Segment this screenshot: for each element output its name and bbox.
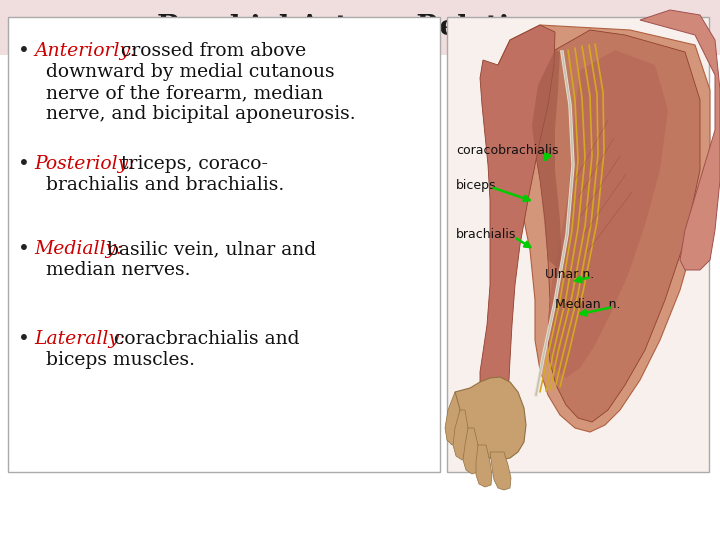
Text: biceps: biceps	[456, 179, 497, 192]
Polygon shape	[476, 445, 492, 487]
Bar	[0, 0, 720, 55]
Text: downward by medial cutanous: downward by medial cutanous	[46, 63, 335, 81]
Text: coracobrachialis: coracobrachialis	[456, 144, 559, 157]
Text: median nerves.: median nerves.	[46, 261, 191, 279]
Polygon shape	[548, 50, 668, 378]
Text: •: •	[18, 330, 30, 349]
Text: crossed from above: crossed from above	[115, 42, 307, 60]
Text: triceps, coraco-: triceps, coraco-	[115, 155, 269, 173]
FancyBboxPatch shape	[447, 17, 709, 472]
Text: Anteriorly:: Anteriorly:	[34, 42, 137, 60]
Polygon shape	[445, 392, 460, 445]
Polygon shape	[480, 25, 555, 402]
Text: •: •	[18, 155, 30, 174]
Text: basilic vein, ulnar and: basilic vein, ulnar and	[101, 240, 316, 258]
Polygon shape	[532, 50, 562, 272]
Polygon shape	[495, 25, 710, 432]
Polygon shape	[490, 452, 511, 490]
Text: nerve, and bicipital aponeurosis.: nerve, and bicipital aponeurosis.	[46, 105, 356, 123]
Text: nerve of the forearm, median: nerve of the forearm, median	[46, 84, 323, 102]
Text: •: •	[18, 240, 30, 259]
Text: Brachial Artery: Relations: Brachial Artery: Relations	[157, 14, 563, 41]
FancyBboxPatch shape	[8, 17, 440, 472]
Text: biceps muscles.: biceps muscles.	[46, 351, 195, 369]
Text: Posterioly:: Posterioly:	[34, 155, 135, 173]
Polygon shape	[455, 377, 526, 460]
Text: Median  n.: Median n.	[555, 299, 621, 312]
Bar	[0, 55, 720, 540]
Text: •: •	[18, 42, 30, 61]
Text: coracbrachialis and: coracbrachialis and	[108, 330, 300, 348]
Polygon shape	[453, 410, 470, 460]
Polygon shape	[532, 30, 700, 422]
Text: Laterally:: Laterally:	[34, 330, 125, 348]
Polygon shape	[640, 10, 720, 270]
Text: brachialis and brachialis.: brachialis and brachialis.	[46, 176, 284, 194]
Polygon shape	[463, 428, 480, 474]
Text: Ulnar n.: Ulnar n.	[545, 268, 594, 281]
Text: Medially:: Medially:	[34, 240, 122, 258]
Text: brachialis: brachialis	[456, 228, 516, 241]
